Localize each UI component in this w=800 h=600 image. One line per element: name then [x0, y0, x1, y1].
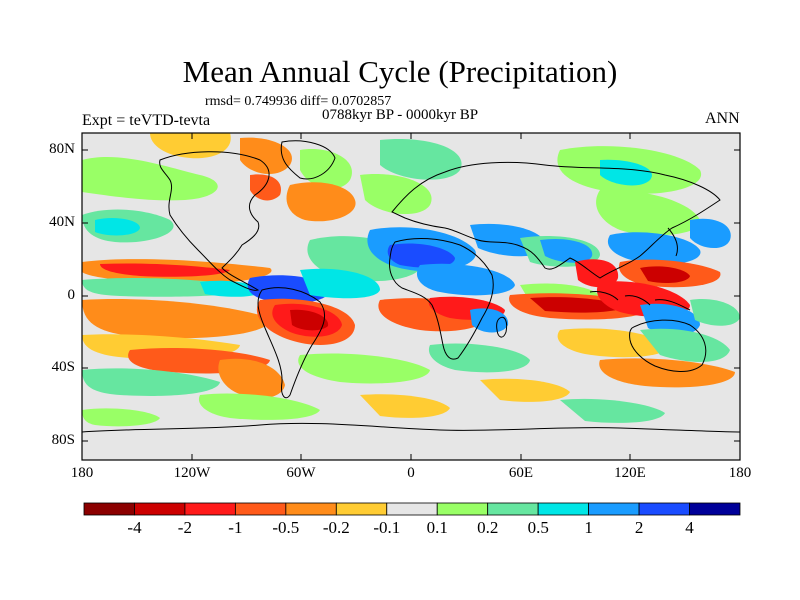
period-label: 0788kyr BP - 0000kyr BP [322, 107, 479, 123]
colorbar-label: 0.5 [527, 518, 549, 537]
lon-label-180w: 180 [70, 465, 94, 481]
anomaly-patch [690, 299, 740, 326]
anomaly-patch [198, 393, 320, 420]
colorbar-label: -0.1 [373, 518, 401, 537]
colorbar-swatch [83, 502, 135, 516]
colorbar-label: 1 [584, 518, 593, 537]
anomaly-patch [387, 243, 455, 268]
anomaly-patch [300, 268, 380, 299]
colorbar-swatch [234, 502, 287, 516]
colorbar-swatch [436, 502, 489, 516]
colorbar-swatch [537, 502, 590, 516]
anomaly-patch [286, 182, 356, 222]
coastline-indonesia [589, 291, 691, 311]
anomaly-patch [428, 343, 530, 373]
coastlines [82, 140, 740, 433]
anomaly-patch [690, 218, 731, 249]
anomaly-patch [82, 299, 271, 339]
anomaly-patch [100, 263, 230, 277]
lon-label-120e: 120E [614, 465, 646, 481]
anomaly-patch [470, 308, 509, 333]
colorbar-swatch [689, 502, 741, 516]
anomaly-patch [250, 174, 281, 201]
coastline-madagascar [496, 316, 508, 338]
colorbar-label: -2 [177, 518, 192, 537]
colorbar-swatch [134, 502, 186, 516]
colorbar-swatch [487, 502, 539, 516]
coastline-greenland [280, 140, 336, 180]
lat-label-0: 0 [67, 287, 76, 303]
anomaly-patch [600, 159, 652, 186]
colorbar-swatch [184, 502, 236, 516]
lon-label-60e: 60E [508, 465, 534, 481]
coastline-north-america [159, 151, 270, 291]
anomaly-patch [575, 259, 619, 288]
anomaly-patch [300, 149, 352, 189]
colorbar-label: 0.2 [477, 518, 499, 537]
colorbar-label: 2 [634, 518, 644, 537]
experiment-label: Expt = teVTD-tevta [82, 112, 211, 129]
anomaly-patch [200, 280, 262, 297]
colorbar [83, 502, 741, 516]
colorbar-label: -0.5 [272, 518, 300, 537]
coastline-africa [389, 237, 494, 360]
season-label: ANN [705, 110, 740, 127]
colorbar-label: -4 [127, 518, 142, 537]
map-title: Mean Annual Cycle (Precipitation) [182, 54, 618, 89]
anomaly-patch [557, 328, 670, 358]
axis-ticks [82, 133, 740, 460]
anomaly-patch [95, 217, 140, 236]
colorbar-label: 4 [685, 518, 694, 537]
stats-label: rmsd= 0.749936 diff= 0.0702857 [205, 94, 392, 109]
anomaly-patch [240, 137, 292, 175]
lat-label-40s: 40S [51, 359, 75, 375]
coastline-eurasia [391, 161, 721, 279]
anomaly-patch [82, 368, 220, 396]
lon-label-60w: 60W [286, 465, 316, 481]
colorbar-swatch [285, 502, 337, 516]
anomaly-patch [290, 309, 329, 331]
colorbar-label: -0.2 [322, 518, 350, 537]
anomaly-patch [82, 408, 160, 427]
anomaly-patch [530, 297, 625, 313]
anomaly-patch [560, 398, 665, 423]
colorbar-label: 0.1 [426, 518, 448, 537]
anomaly-patch [380, 139, 462, 180]
coastline-antarctica [82, 422, 740, 433]
colorbar-swatch [588, 502, 640, 516]
coastline-south-america [257, 287, 325, 399]
anomaly-patch [82, 157, 218, 201]
anomaly-patch [218, 358, 285, 399]
anomaly-patch [640, 328, 730, 362]
anomaly-patch [540, 238, 593, 263]
colorbar-swatch [386, 502, 438, 516]
anomaly-patch [480, 378, 570, 402]
lat-label-40n: 40N [49, 214, 75, 230]
anomaly-patch [640, 266, 690, 284]
anomaly-patch [607, 232, 701, 265]
anomaly-patch [298, 353, 430, 384]
coastline-australia [629, 319, 707, 372]
anomaly-patch [640, 303, 700, 336]
lat-label-80s: 80S [51, 432, 75, 448]
coastline-japan [667, 227, 678, 257]
lon-label-180e: 180 [728, 465, 752, 481]
lon-label-0: 0 [407, 465, 415, 481]
lon-label-120w: 120W [173, 465, 211, 481]
lat-label-80n: 80N [49, 141, 75, 157]
anomaly-patch [596, 189, 701, 236]
colorbar-label: -1 [228, 518, 243, 537]
anomaly-patch [360, 174, 432, 215]
anomaly-patch [360, 394, 450, 418]
colorbar-swatch [335, 502, 388, 516]
colorbar-swatch [638, 502, 690, 516]
anomaly-field [82, 133, 740, 460]
